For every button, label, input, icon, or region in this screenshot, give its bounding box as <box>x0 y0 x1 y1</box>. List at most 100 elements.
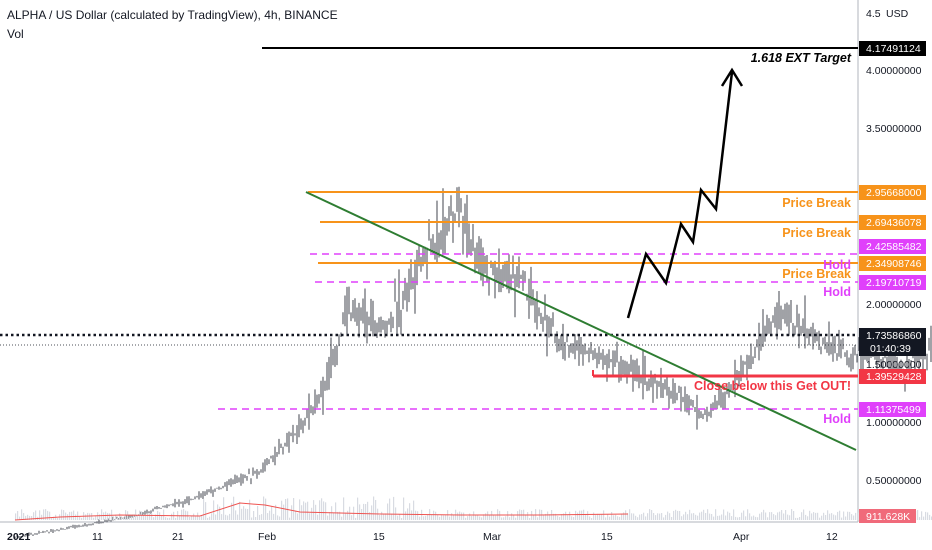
volume-bar <box>241 508 243 520</box>
volume-bar <box>695 514 697 520</box>
volume-bar <box>29 515 31 520</box>
volume-bar <box>337 511 339 520</box>
current-price-value: 1.73586860 <box>866 330 922 342</box>
volume-bar <box>131 516 133 520</box>
volume-bar <box>783 513 785 520</box>
volume-bar <box>747 509 749 520</box>
volume-bar <box>225 514 227 520</box>
volume-bar <box>295 510 297 520</box>
volume-bar <box>333 512 335 520</box>
volume-bar <box>419 516 421 520</box>
volume-bar <box>181 509 183 520</box>
volume-bar <box>345 512 347 520</box>
volume-bar <box>175 517 177 520</box>
volume-bar <box>599 514 601 520</box>
volume-bar <box>361 509 363 520</box>
volume-indicator-label[interactable]: Vol <box>7 27 24 41</box>
time-tick-label: 21 <box>172 531 184 543</box>
volume-bar <box>707 509 709 520</box>
volume-bar <box>155 514 157 520</box>
projected-path-arrowhead <box>720 67 744 87</box>
volume-bar <box>763 509 765 520</box>
volume-bar <box>833 514 835 520</box>
volume-bar <box>165 517 167 520</box>
volume-bar <box>841 517 843 520</box>
volume-bar <box>207 517 209 520</box>
volume-bar <box>725 515 727 520</box>
volume-bar <box>399 514 401 520</box>
volume-bar <box>23 513 25 520</box>
volume-bar <box>607 514 609 520</box>
volume-bar <box>203 498 205 520</box>
volume-bars <box>14 496 932 521</box>
volume-bar <box>481 517 483 520</box>
volume-bar <box>255 517 257 520</box>
volume-bar <box>69 511 71 520</box>
volume-bar <box>849 511 851 520</box>
descending-trendline[interactable] <box>305 191 857 451</box>
volume-bar <box>415 510 417 520</box>
price-break-tag-3 <box>859 256 926 271</box>
volume-bar <box>153 517 155 520</box>
volume-bar <box>217 504 219 520</box>
volume-bar <box>123 517 125 520</box>
volume-bar <box>95 515 97 520</box>
volume-bar <box>53 516 55 520</box>
volume-bar <box>243 506 245 520</box>
hold-value-2: 2.19710719 <box>866 277 922 289</box>
currency-label[interactable]: USD <box>886 8 909 20</box>
volume-bar <box>443 515 445 520</box>
volume-bar <box>261 514 263 520</box>
volume-bar <box>637 517 639 520</box>
volume-bar <box>793 511 795 520</box>
volume-bar <box>741 512 743 520</box>
volume-bar <box>391 513 393 520</box>
volume-bar <box>373 496 375 520</box>
volume-bar <box>263 496 265 520</box>
volume-bar <box>365 504 367 520</box>
volume-bar <box>149 513 151 520</box>
volume-bar <box>745 516 747 520</box>
volume-bar <box>393 496 395 520</box>
projected-path[interactable] <box>626 71 734 319</box>
volume-bar <box>713 516 715 520</box>
volume-bar <box>611 512 613 520</box>
volume-bar <box>691 513 693 520</box>
volume-bar <box>853 515 855 520</box>
volume-bar <box>409 503 411 520</box>
volume-bar <box>787 514 789 520</box>
volume-bar <box>761 512 763 520</box>
symbol-title[interactable]: ALPHA / US Dollar (calculated by Trading… <box>7 8 338 22</box>
volume-bar <box>553 513 555 520</box>
volume-bar <box>275 504 277 520</box>
volume-bar <box>347 510 349 520</box>
volume-bar <box>565 511 567 520</box>
volume-bar <box>483 514 485 520</box>
volume-bar <box>547 511 549 520</box>
volume-bar <box>921 511 923 520</box>
volume-bar <box>343 497 345 520</box>
volume-bar <box>459 511 461 520</box>
volume-bar <box>625 510 627 520</box>
volume-bar <box>799 517 801 520</box>
bar-countdown: 01:40:39 <box>870 343 911 355</box>
volume-bar <box>767 517 769 520</box>
volume-bar <box>425 515 427 520</box>
volume-bar <box>705 513 707 520</box>
volume-bar <box>215 514 217 520</box>
volume-bar <box>351 515 353 520</box>
volume-bar <box>613 515 615 520</box>
volume-bar <box>289 517 291 520</box>
volume-bar <box>451 513 453 520</box>
volume-bar <box>487 511 489 520</box>
volume-bar <box>229 513 231 520</box>
volume-bar <box>785 510 787 520</box>
volume-bar <box>293 498 295 520</box>
volume-bar <box>643 512 645 520</box>
volume-bar <box>179 515 181 520</box>
volume-bar <box>801 512 803 520</box>
volume-bar <box>249 499 251 520</box>
volume-bar <box>789 515 791 520</box>
price-tick-label: 3.50000000 <box>866 123 922 135</box>
